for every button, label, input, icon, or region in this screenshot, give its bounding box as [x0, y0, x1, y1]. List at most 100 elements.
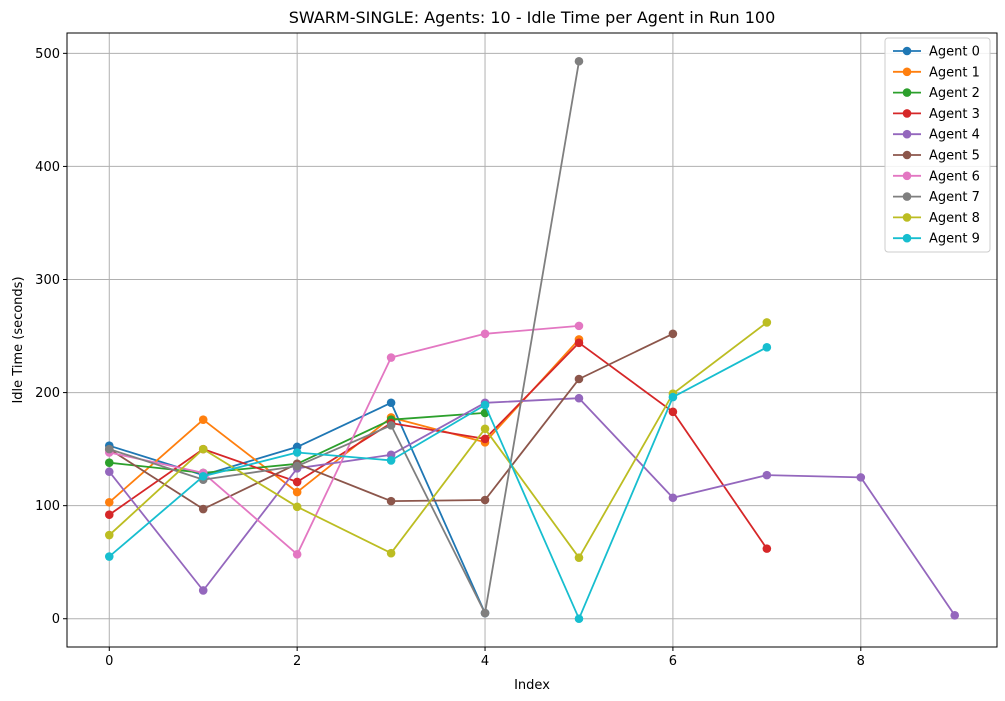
data-point: [480, 424, 490, 434]
legend-label: Agent 1: [929, 65, 980, 80]
axis-ticks: 0 2 4 6 8 0 100 200 300 400 500: [35, 47, 865, 669]
series-line: [108, 341, 768, 550]
legend-marker: [902, 192, 912, 201]
data-point: [386, 353, 396, 362]
legend-marker: [902, 129, 912, 139]
grid: [67, 33, 997, 647]
data-point: [574, 56, 584, 66]
data-point: [574, 553, 584, 562]
x-axis-label: Index: [514, 678, 550, 693]
legend-marker: [902, 150, 912, 160]
legend-label: Agent 0: [929, 45, 980, 60]
data-point: [762, 544, 772, 553]
series-agent-6: [104, 321, 584, 559]
data-point: [292, 448, 302, 457]
legend-item: Agent 4: [893, 128, 980, 143]
data-point: [292, 487, 302, 497]
legend-marker: [902, 67, 912, 77]
data-point: [762, 343, 772, 352]
legend-label: Agent 8: [929, 211, 980, 226]
data-point: [292, 477, 302, 487]
legend-marker: [902, 213, 912, 222]
data-point: [480, 608, 490, 618]
data-point: [104, 458, 114, 467]
x-tick-label: 4: [481, 654, 489, 669]
data-point: [574, 321, 584, 331]
data-point: [104, 530, 114, 540]
data-point: [198, 504, 208, 514]
y-tick-label: 100: [35, 499, 60, 514]
data-point: [574, 614, 584, 624]
legend: Agent 0 Agent 1 Agent 2 Agent 3 Agent 4 Agent…: [884, 37, 991, 253]
data-point: [292, 502, 302, 512]
legend-box: [884, 37, 991, 253]
y-tick-label: 500: [35, 47, 60, 62]
data-point: [950, 611, 960, 620]
data-point: [574, 338, 584, 348]
data-point: [292, 461, 302, 471]
data-point: [386, 398, 396, 408]
series-agent-7: [104, 56, 584, 618]
legend-marker: [902, 46, 912, 56]
data-point: [104, 552, 114, 561]
x-tick-label: 2: [293, 654, 301, 669]
y-axis-label: Idle Time (seconds): [11, 276, 26, 403]
series-agent-1: [104, 335, 584, 507]
legend-item: Agent 7: [893, 190, 980, 205]
legend-item: Agent 3: [893, 107, 980, 122]
data-point: [104, 444, 114, 454]
legend-marker: [902, 88, 912, 97]
legend-label: Agent 2: [929, 86, 980, 101]
data-point: [668, 392, 678, 402]
legend-item: Agent 0: [893, 45, 980, 60]
y-tick-label: 200: [35, 386, 60, 401]
legend-label: Agent 7: [929, 190, 980, 205]
data-point: [386, 421, 396, 430]
data-point: [104, 497, 114, 507]
data-point: [574, 393, 584, 403]
legend-label: Agent 5: [929, 149, 980, 164]
series-line: [108, 397, 956, 616]
x-tick-label: 0: [105, 654, 113, 669]
data-point: [480, 434, 490, 444]
series-agent-4: [104, 393, 960, 620]
legend-marker: [902, 171, 912, 181]
x-tick-label: 6: [669, 654, 677, 669]
data-point: [668, 493, 678, 503]
data-point: [762, 470, 772, 480]
data-point: [198, 415, 208, 425]
y-tick-label: 0: [52, 612, 60, 627]
series-line: [109, 61, 580, 614]
series-agent-8: [104, 318, 772, 562]
data-point: [198, 471, 208, 481]
legend-marker: [902, 233, 912, 243]
data-point: [386, 496, 396, 506]
data-point: [480, 400, 490, 410]
legend-label: Agent 9: [929, 232, 980, 247]
data-point: [480, 495, 490, 505]
series-line: [108, 321, 768, 559]
legend-label: Agent 4: [929, 128, 980, 143]
legend-item: Agent 5: [893, 149, 980, 164]
y-tick-label: 400: [35, 160, 60, 175]
chart-title: SWARM-SINGLE: Agents: 10 - Idle Time per…: [289, 8, 776, 27]
legend-label: Agent 3: [929, 107, 980, 122]
legend-marker: [902, 109, 912, 118]
data-point: [104, 467, 114, 477]
plot-series: [104, 56, 960, 624]
legend-item: Agent 9: [893, 232, 980, 247]
y-tick-label: 300: [35, 273, 60, 288]
legend-label: Agent 6: [929, 169, 980, 184]
legend-item: Agent 1: [893, 65, 980, 80]
plot-area-frame: [66, 32, 998, 648]
data-point: [198, 586, 208, 595]
legend-item: Agent 2: [893, 86, 980, 101]
x-tick-label: 8: [857, 654, 865, 669]
legend-item: Agent 6: [893, 169, 980, 184]
data-point: [574, 374, 584, 384]
data-point: [386, 548, 396, 558]
legend-item: Agent 8: [893, 211, 980, 226]
data-point: [762, 318, 772, 327]
series-agent-9: [104, 343, 772, 624]
